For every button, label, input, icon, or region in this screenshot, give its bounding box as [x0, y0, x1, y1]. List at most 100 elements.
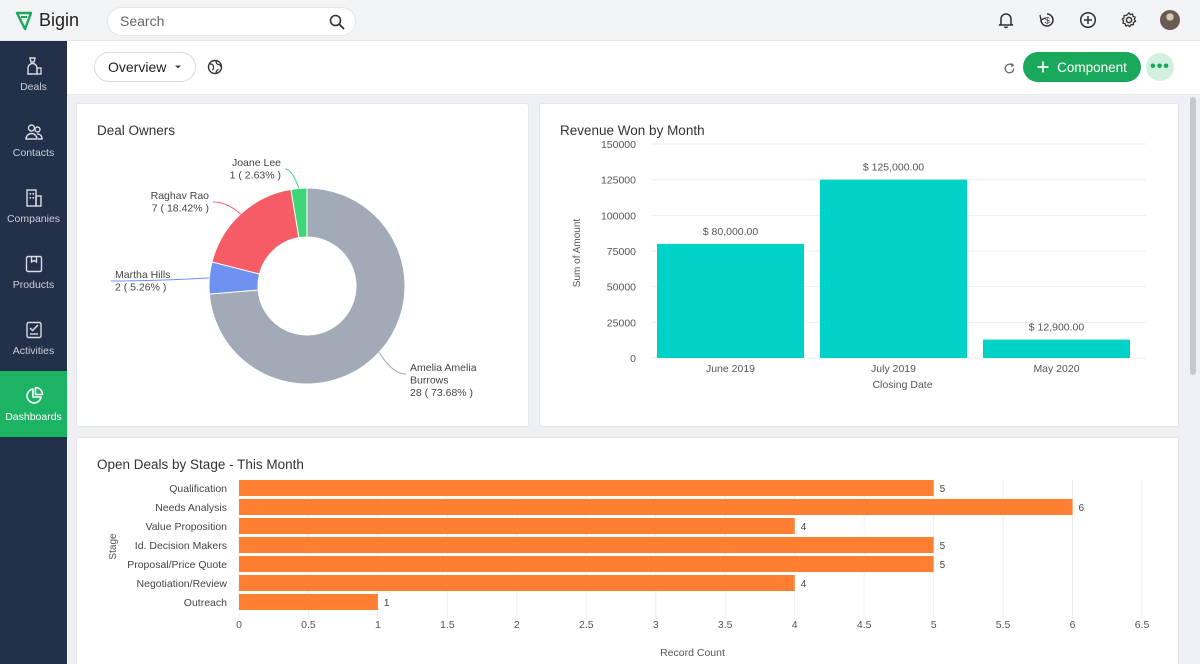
app-logo[interactable]: Bigin [15, 10, 79, 31]
stage-data-label: 4 [801, 579, 807, 590]
donut-slice-label: Amelia Amelia [410, 362, 477, 374]
stage-x-tick: 1 [375, 619, 381, 631]
plus-icon [1037, 61, 1049, 73]
revenue-y-tick: 50000 [607, 282, 636, 294]
donut-leader-line [284, 168, 300, 189]
user-avatar[interactable] [1160, 10, 1180, 30]
products-icon [25, 255, 42, 272]
sidebar-item-companies[interactable]: Companies [0, 173, 67, 239]
stage-x-tick: 3.5 [718, 619, 733, 631]
dashboard-view-dropdown[interactable]: Overview [94, 52, 196, 82]
stage-x-tick: 5.5 [996, 619, 1011, 631]
sidebar-item-dashboards[interactable]: Dashboards [0, 371, 67, 437]
donut-leader-line [110, 277, 210, 282]
billing-dollar-icon[interactable]: $ [1037, 10, 1057, 30]
sidebar-item-label: Companies [6, 212, 61, 225]
revenue-title: Revenue Won by Month [560, 123, 705, 138]
revenue-bar[interactable] [820, 179, 967, 358]
open-deals-title: Open Deals by Stage - This Month [97, 457, 304, 472]
stage-x-tick: 1.5 [440, 619, 455, 631]
donut-slice-label: 7 ( 18.42% ) [152, 203, 209, 215]
stage-bar[interactable] [239, 556, 934, 572]
dashboard-view-label: Overview [108, 59, 167, 75]
sidebar-item-label: Deals [20, 80, 47, 93]
contacts-icon [24, 123, 43, 140]
svg-text:$: $ [1045, 16, 1050, 26]
add-component-button[interactable]: Component [1023, 52, 1141, 82]
stage-x-tick: 2.5 [579, 619, 594, 631]
refresh-icon[interactable] [1003, 62, 1016, 75]
dashboards-icon [25, 386, 43, 404]
revenue-bar-chart: 0 25000 50000 75000 100000 125000 150000 $ 80,0… [572, 139, 1146, 391]
stage-bar[interactable] [239, 518, 795, 534]
stage-x-tick: 3 [653, 619, 659, 631]
donut-slice-label: 28 ( 73.68% ) [410, 387, 473, 399]
stage-bar[interactable] [239, 499, 1073, 515]
stage-bar[interactable] [239, 575, 795, 591]
stage-category-label: Proposal/Price Quote [127, 559, 227, 571]
revenue-x-tick: May 2020 [1033, 363, 1079, 375]
stage-data-label: 6 [1079, 503, 1085, 514]
revenue-x-axis-label: Closing Date [872, 379, 932, 391]
sidebar-item-label: Products [12, 278, 55, 291]
dashboard-toolbar: Overview Component ••• [67, 41, 1200, 95]
stage-x-tick: 6.5 [1135, 619, 1150, 631]
settings-gear-icon[interactable] [1119, 10, 1139, 30]
open-deals-card: Open Deals by Stage - This Month 0 0.5 1 1.… [76, 437, 1179, 664]
sidebar-item-deals[interactable]: Deals [0, 41, 67, 107]
stage-x-axis-label: Record Count [660, 647, 725, 659]
stage-data-label: 4 [801, 522, 807, 533]
stage-x-tick: 6 [1070, 619, 1076, 631]
stage-data-label: 5 [940, 484, 946, 495]
bigin-logo-icon [15, 11, 33, 30]
revenue-y-tick: 75000 [607, 246, 636, 258]
revenue-bar[interactable] [983, 339, 1130, 358]
sidebar-item-products[interactable]: Products [0, 239, 67, 305]
sidebar-item-activities[interactable]: Activities [0, 305, 67, 371]
revenue-y-tick: 150000 [601, 139, 636, 151]
notifications-bell-icon[interactable] [996, 10, 1016, 30]
revenue-y-tick: 0 [630, 353, 636, 365]
search-box[interactable] [107, 7, 356, 36]
stage-y-axis-label: Stage [108, 533, 119, 560]
sidebar-item-contacts[interactable]: Contacts [0, 107, 67, 173]
top-icons: $ [996, 10, 1180, 30]
revenue-y-tick: 100000 [601, 210, 636, 222]
search-icon[interactable] [329, 14, 345, 30]
stage-category-label: Id. Decision Makers [135, 540, 227, 552]
revenue-bar[interactable] [657, 243, 804, 358]
stage-x-tick: 2 [514, 619, 520, 631]
donut-slice-label: 1 ( 2.63% ) [230, 170, 281, 182]
revenue-data-label: $ 12,900.00 [1029, 322, 1085, 334]
more-options-button[interactable]: ••• [1146, 53, 1174, 81]
globe-icon[interactable] [207, 59, 223, 75]
revenue-card: Revenue Won by Month 0 25000 50000 75000 100… [539, 103, 1179, 427]
donut-slice-label: Raghav Rao [151, 190, 210, 202]
stage-x-tick: 0 [236, 619, 242, 631]
donut-slice-label: Joane Lee [232, 157, 281, 169]
donut-slice[interactable] [290, 187, 308, 239]
sidebar-item-label: Dashboards [5, 410, 62, 423]
search-input[interactable] [120, 13, 320, 29]
stage-data-label: 5 [940, 541, 946, 552]
sidebar-item-label: Activities [12, 344, 55, 357]
stage-bar[interactable] [239, 537, 934, 553]
page-scrollbar[interactable] [1190, 97, 1196, 375]
donut-slice[interactable] [208, 187, 406, 385]
add-circle-icon[interactable] [1078, 10, 1098, 30]
deal-owners-title: Deal Owners [97, 123, 176, 138]
caret-down-icon [175, 65, 181, 69]
stage-category-label: Needs Analysis [155, 502, 227, 514]
stage-x-tick: 4.5 [857, 619, 872, 631]
revenue-y-axis-label: Sum of Amount [572, 219, 583, 288]
stage-bar[interactable] [239, 594, 378, 610]
more-options-icon: ••• [1150, 58, 1170, 75]
stage-x-tick: 0.5 [301, 619, 316, 631]
donut-slice[interactable] [211, 188, 300, 275]
stage-x-tick: 4 [792, 619, 798, 631]
companies-icon [25, 188, 42, 207]
stage-category-label: Outreach [184, 597, 227, 609]
sidebar: Deals Contacts Companies Products Activi… [0, 41, 67, 664]
stage-bar[interactable] [239, 480, 934, 496]
open-deals-bar-chart: 0 0.5 1 1.5 2 2.5 3 3.5 4 4.5 5 5.5 6 6.5 Qualificatio… [108, 480, 1150, 659]
